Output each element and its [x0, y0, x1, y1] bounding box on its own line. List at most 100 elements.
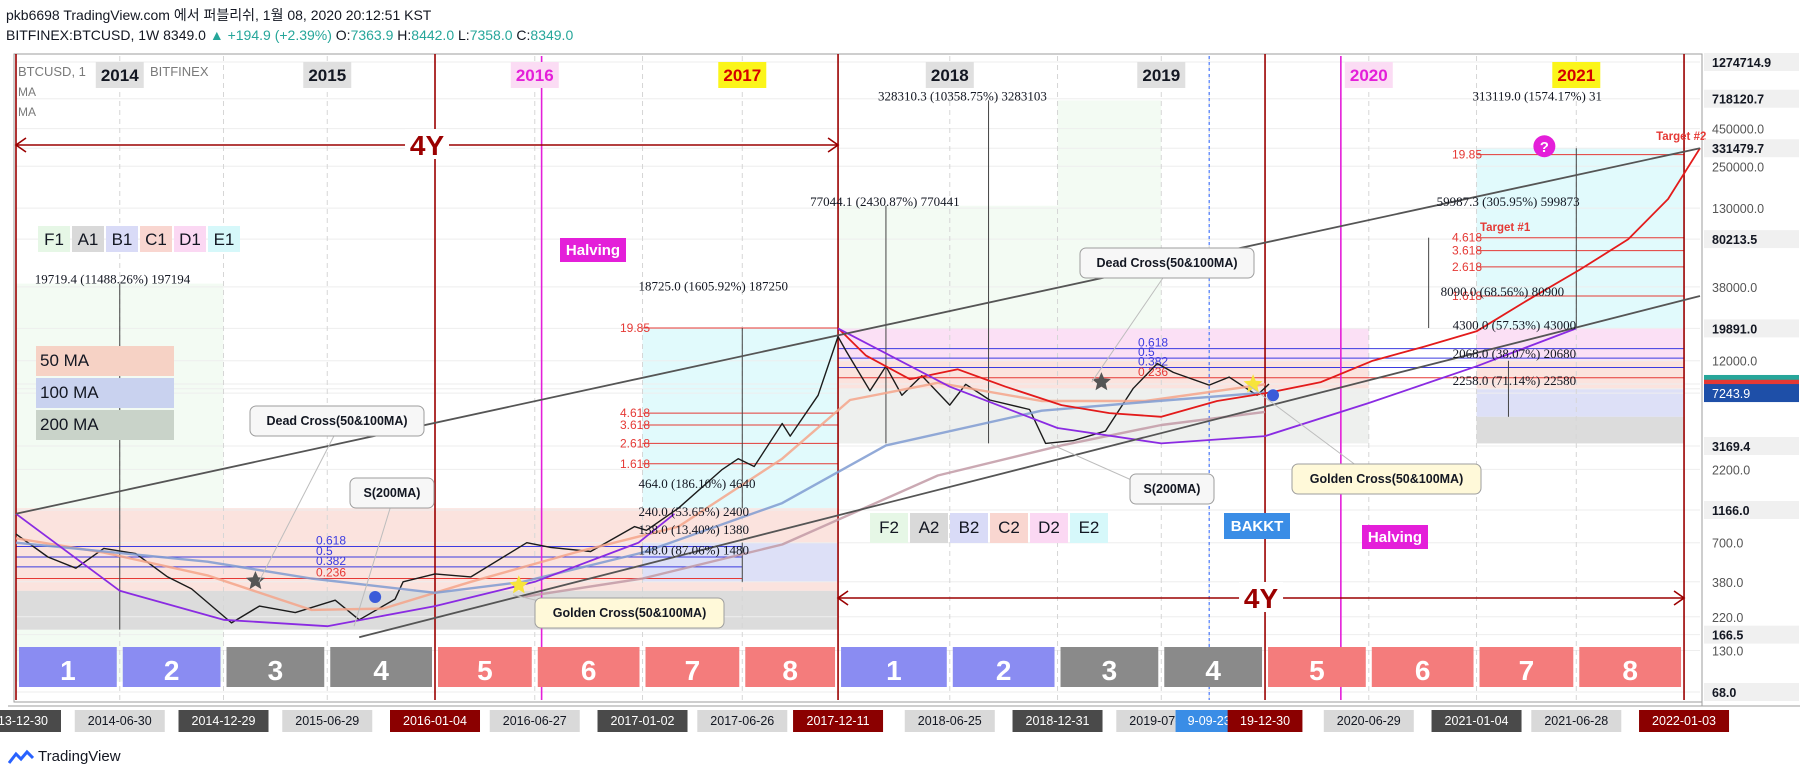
callout-label: S(200MA)	[364, 486, 421, 500]
golden-cross-star-1	[509, 575, 529, 594]
date-axis-label: 9-09-23	[1188, 714, 1231, 728]
halving-badge	[560, 238, 626, 262]
cycle-number: 4	[373, 655, 389, 686]
cycle-number: 1	[60, 655, 76, 686]
series-line-0	[15, 335, 1270, 624]
price-axis-label: 2200.0	[1712, 463, 1750, 477]
date-axis-label: 2018-06-25	[918, 714, 982, 728]
series-line-1	[15, 381, 1266, 612]
ext-2021-label: 2.618	[1452, 260, 1482, 274]
date-axis-tag	[74, 710, 165, 732]
price-axis-label: 718120.7	[1712, 93, 1764, 107]
ma-legend-box	[36, 378, 174, 408]
date-axis-tag	[1227, 710, 1303, 732]
ma-legend-box	[36, 410, 174, 440]
legend-box-F2	[870, 513, 908, 543]
legend-box-E1	[208, 226, 240, 252]
fib-mid-label: 0.5	[1138, 345, 1155, 359]
symbol-legend: BTCUSD, 1	[18, 64, 86, 79]
measure-label: 2258.0 (71.14%) 22580	[1453, 373, 1577, 388]
date-axis-label: 2013-12-30	[0, 714, 48, 728]
dead-cross-star-2	[1091, 372, 1111, 391]
legend-box-A1	[72, 226, 104, 252]
legend-label-D2: D2	[1038, 518, 1060, 537]
ext-2021-label: 3.618	[1452, 244, 1482, 258]
legend-box-A2	[910, 513, 948, 543]
price-axis-label: 130000.0	[1712, 202, 1764, 216]
cycle-number: 8	[782, 655, 798, 686]
tradingview-logo-icon[interactable]	[8, 749, 34, 765]
four-year-label: 4Y	[1244, 583, 1279, 614]
four-year-arrowhead-left	[14, 137, 27, 153]
legend-box-D2	[1030, 513, 1068, 543]
date-axis-label: 2017-01-02	[611, 714, 675, 728]
year-label: 2019	[1142, 66, 1180, 85]
price-axis-label: 1166.0	[1712, 504, 1750, 518]
legend-label-F1: F1	[44, 230, 64, 249]
price-axis-tag	[1704, 501, 1799, 520]
callout-pointer	[258, 429, 338, 583]
date-axis-label: 19-12-30	[1240, 714, 1290, 728]
series-line-6	[837, 327, 1577, 445]
cycle-number: 3	[268, 655, 284, 686]
footer-brand[interactable]: TradingView	[38, 748, 121, 765]
ma-legend-line-2: MA	[18, 105, 36, 119]
legend-label-C2: C2	[998, 518, 1020, 537]
legend-label-F2: F2	[879, 518, 899, 537]
callout-label: Dead Cross(50&100MA)	[266, 414, 407, 428]
callout-box	[534, 597, 725, 629]
legend-label-C1: C1	[145, 230, 167, 249]
price-axis-tag	[1704, 319, 1799, 338]
footer: TradingView	[8, 748, 121, 765]
target-label: Target #1	[1480, 222, 1531, 234]
ext-2021-label: 1.618	[1452, 289, 1482, 303]
legend-label-B2: B2	[959, 518, 980, 537]
date-axis-label: 2016-06-27	[503, 714, 567, 728]
cycle-tile	[841, 647, 947, 687]
cycle-number: 1	[886, 655, 902, 686]
cycle-tile	[1268, 647, 1366, 687]
year-label: 2014	[101, 66, 139, 85]
year-label: 2015	[308, 66, 346, 85]
cycle-tile	[645, 647, 740, 687]
question-mark: ?	[1540, 139, 1549, 156]
header-published-line: pkb6698 TradingView.com 에서 퍼블리쉬, 1월 08, …	[6, 7, 432, 23]
callout-label: S(200MA)	[1144, 482, 1201, 496]
zone-f2b	[1057, 100, 1162, 329]
series-line-3	[522, 410, 1266, 599]
date-axis-label: 2017-06-26	[710, 714, 774, 728]
measure-label: 138.0 (13.40%) 1380	[639, 522, 750, 537]
legend-box-B1	[106, 226, 138, 252]
year-label-box	[303, 62, 352, 88]
date-axis-tag	[1175, 710, 1243, 732]
year-label: 2018	[931, 66, 969, 85]
cycle-tile	[745, 647, 836, 687]
price-axis-label: 80213.5	[1712, 233, 1757, 247]
price-axis-label: 250000.0	[1712, 160, 1764, 174]
ma-legend-label: 200 MA	[40, 415, 99, 434]
header-ohlc-line: BITFINEX:BTCUSD, 1W 8349.0 ▲ +194.9 (+2.…	[6, 27, 573, 43]
cycle-tile	[1579, 647, 1682, 687]
legend-box-D1	[174, 226, 206, 252]
cycle-number: 8	[1622, 655, 1638, 686]
legend-label-E2: E2	[1079, 518, 1100, 537]
price-axis-tag	[1704, 625, 1799, 644]
legend-label-E1: E1	[214, 230, 235, 249]
year-label-box	[925, 62, 974, 88]
price-axis-tag	[1704, 89, 1799, 108]
price-axis-label: 7243.9	[1712, 387, 1750, 401]
cycle-number: 4	[1205, 655, 1221, 686]
date-axis-tag	[1639, 710, 1730, 732]
cycle-tile	[438, 647, 532, 687]
price-axis-label: 68.0	[1712, 686, 1736, 700]
year-label: 2020	[1350, 66, 1388, 85]
cycle-number: 5	[477, 655, 493, 686]
price-axis-label: 19891.0	[1712, 322, 1757, 336]
price-axis-label: 130.0	[1712, 644, 1743, 658]
cycle-tile	[1164, 647, 1263, 687]
callout-pointer	[1091, 271, 1168, 383]
halving-label: Halving	[566, 242, 620, 259]
year-label-box	[1552, 62, 1601, 88]
measure-label: 19719.4 (11488.26%) 197194	[35, 272, 191, 287]
